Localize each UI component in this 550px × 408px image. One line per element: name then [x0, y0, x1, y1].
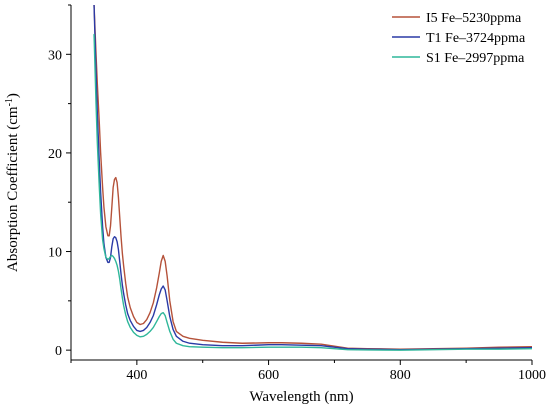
y-tick-label: 30 [48, 48, 62, 63]
legend-label-2: T1 Fe–3724ppma [426, 31, 526, 46]
series-line-3 [93, 33, 532, 351]
axes [66, 4, 533, 365]
y-tick-label: 0 [55, 344, 62, 359]
y-tick-label: 10 [48, 246, 62, 261]
legend-label-3: S1 Fe–2997ppma [426, 51, 525, 66]
series-group [93, 5, 532, 351]
legend: I5 Fe–5230ppma T1 Fe–3724ppma S1 Fe–2997pp… [392, 11, 526, 66]
series-line-2 [93, 5, 532, 351]
x-tick-label: 600 [258, 368, 279, 383]
y-axis-title-sup: -1 [4, 98, 15, 106]
series-line-1 [93, 5, 532, 350]
x-tick-labels: 400 600 800 1000 [126, 368, 546, 383]
y-axis-title-end: ) [5, 93, 21, 98]
legend-label-1: I5 Fe–5230ppma [426, 11, 522, 26]
y-axis-title-main: Absorption Coefficient (cm [5, 106, 21, 272]
x-tick-label: 800 [390, 368, 411, 383]
x-tick-label: 400 [126, 368, 147, 383]
y-axis-title: Absorption Coefficient (cm-1) [4, 93, 21, 272]
x-tick-label: 1000 [518, 368, 546, 383]
x-axis-title: Wavelength (nm) [249, 389, 353, 405]
y-tick-label: 20 [48, 147, 62, 162]
y-tick-labels: 0 10 20 30 [48, 48, 62, 359]
